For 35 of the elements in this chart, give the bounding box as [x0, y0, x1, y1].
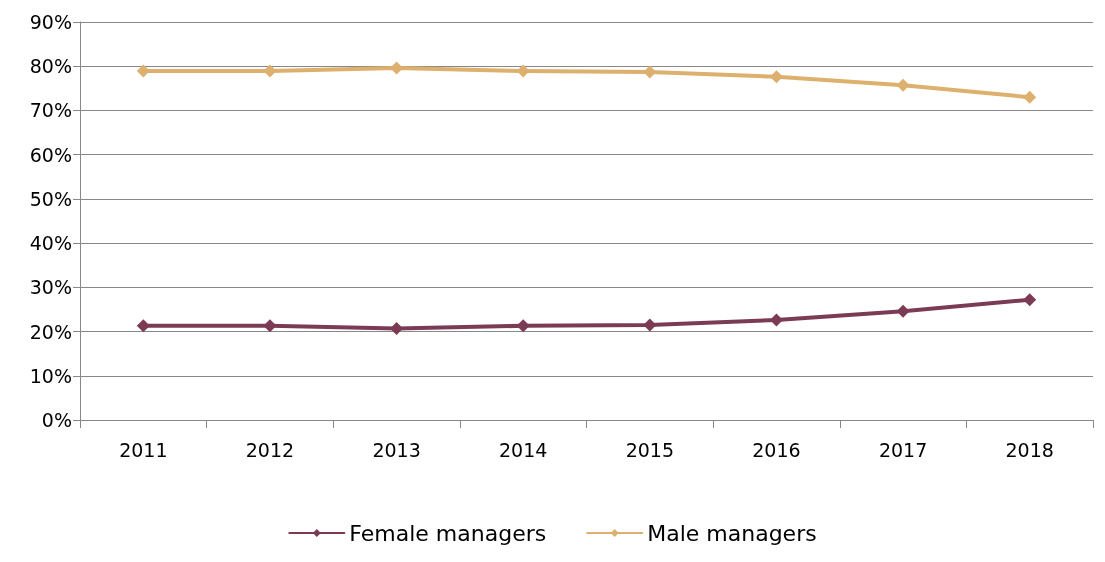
point: [263, 319, 277, 333]
legend-label: Male managers: [647, 520, 817, 546]
x-tick-label: 2016: [752, 438, 801, 461]
point: [136, 319, 150, 333]
x-tick-label: 2012: [245, 438, 295, 461]
x-tick-label: 2015: [625, 438, 674, 461]
y-tick-label: 40%: [29, 232, 72, 255]
point: [263, 64, 277, 78]
y-tick-label: 30%: [29, 276, 72, 299]
y-tick-label: 50%: [29, 187, 72, 210]
point: [643, 65, 657, 79]
point: [1023, 90, 1037, 104]
y-tick-label: 90%: [29, 11, 72, 33]
y-tick-label: 80%: [29, 55, 72, 78]
x-tick-label: 2011: [119, 438, 168, 461]
x-tick-label: 2018: [1005, 438, 1054, 461]
y-tick-label: 70%: [29, 99, 72, 122]
point: [769, 313, 783, 327]
legend-label: Female managers: [349, 520, 547, 546]
x-tick-label: 2017: [878, 438, 928, 461]
point: [516, 64, 530, 78]
y-tick-label: 60%: [29, 143, 72, 166]
point: [516, 319, 530, 333]
x-tick-label: 2014: [499, 438, 548, 461]
y-tick-label: 10%: [29, 364, 72, 387]
point: [136, 64, 150, 78]
point: [643, 318, 657, 332]
point: [390, 321, 404, 335]
point: [896, 304, 910, 318]
point: [1023, 293, 1037, 307]
x-tick-label: 2013: [372, 438, 421, 461]
y-tick-label: 0%: [41, 409, 72, 431]
point: [896, 78, 910, 92]
point: [769, 70, 783, 84]
y-tick-label: 20%: [29, 320, 72, 343]
